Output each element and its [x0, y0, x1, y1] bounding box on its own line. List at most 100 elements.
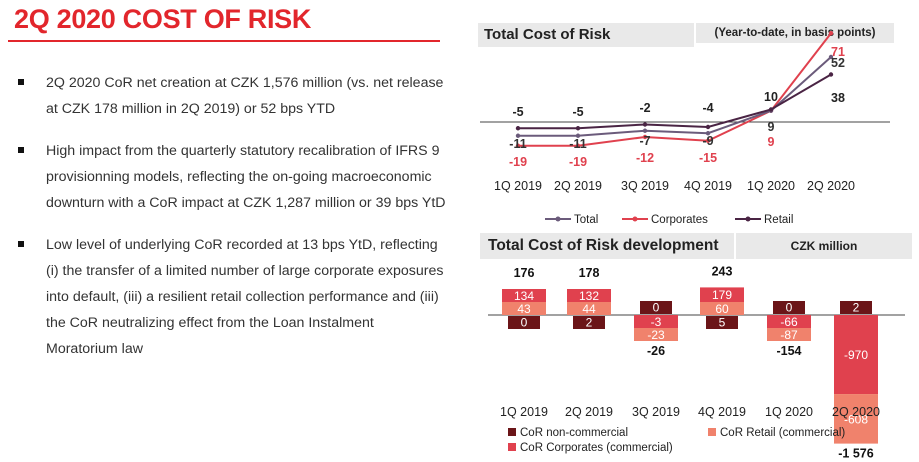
bar-chart-title: Total Cost of Risk development — [480, 233, 734, 259]
line-legend-label: Corporates — [651, 214, 708, 226]
bar-segment-non-commercial — [706, 316, 738, 329]
bar-segment-label: -3 — [651, 315, 662, 329]
bar-segment-corporates — [567, 289, 611, 302]
line-series-corporates — [518, 32, 832, 147]
bar-segment-non-commercial — [773, 301, 805, 314]
line-series-total — [518, 56, 832, 137]
line-data-label: 10 — [764, 90, 778, 104]
bar-x-tick-label: 2Q 2020 — [832, 405, 880, 419]
bar-segment-label: 60 — [715, 302, 729, 316]
bar-segment-retail — [834, 394, 878, 444]
bar-legend-swatch — [508, 428, 516, 436]
line-data-label: -7 — [639, 134, 650, 148]
bar-segment-non-commercial — [573, 316, 605, 329]
line-chart-title-text: Total Cost of Risk — [484, 26, 611, 43]
line-data-label: -15 — [699, 151, 717, 165]
title-underline — [8, 40, 440, 42]
line-chart-subtitle-text: (Year-to-date, in basis points) — [714, 27, 876, 39]
bar-segment-label: 0 — [786, 301, 793, 315]
bar-segment-label: 0 — [521, 316, 528, 330]
line-data-label: 9 — [768, 120, 775, 134]
bar-segment-corporates — [502, 289, 546, 302]
bar-total-label: 176 — [514, 266, 535, 280]
bar-segment-corporates — [634, 315, 678, 328]
line-data-label: -4 — [702, 101, 713, 115]
bar-segment-non-commercial — [840, 301, 872, 314]
line-point-total — [575, 133, 581, 138]
line-chart-subtitle: (Year-to-date, in basis points) — [696, 23, 894, 43]
line-point-corporates — [705, 138, 711, 143]
bar-segment-non-commercial — [640, 301, 672, 314]
bullet-text: High impact from the quarterly statutory… — [46, 143, 446, 211]
line-point-total — [828, 54, 834, 60]
bar-chart-title-text: Total Cost of Risk development — [488, 237, 719, 254]
line-point-retail — [575, 126, 581, 131]
bar-chart-subtitle: CZK million — [736, 233, 912, 259]
line-data-label: 52 — [831, 56, 845, 70]
line-point-retail — [828, 72, 834, 77]
bar-segment-retail — [634, 328, 678, 341]
line-point-corporates — [515, 143, 521, 148]
bullet-list: 2Q 2020 CoR net creation at CZK 1,576 mi… — [18, 70, 448, 378]
bullet-square-icon — [18, 79, 24, 85]
bar-segment-label: -66 — [780, 315, 798, 329]
bar-total-label: 243 — [712, 264, 733, 278]
bar-segment-label: 134 — [514, 289, 534, 303]
page-title: 2Q 2020 COST OF RISK — [14, 4, 312, 34]
bar-segment-label: -23 — [647, 328, 665, 342]
bullet-text: Low level of underlying CoR recorded at … — [46, 237, 444, 357]
bullet-text: 2Q 2020 CoR net creation at CZK 1,576 mi… — [46, 75, 444, 117]
bar-segment-retail — [502, 302, 546, 315]
line-legend-label: Total — [574, 214, 598, 226]
bullet-item: 2Q 2020 CoR net creation at CZK 1,576 mi… — [18, 70, 448, 122]
line-data-label: 38 — [831, 91, 845, 105]
line-x-tick-label: 3Q 2019 — [621, 179, 669, 193]
line-point-total — [642, 128, 648, 133]
bar-segment-label: -608 — [844, 412, 868, 426]
bullet-square-icon — [18, 241, 24, 247]
line-data-label: 9 — [768, 135, 775, 149]
line-data-label: -12 — [636, 151, 654, 165]
line-x-tick-label: 2Q 2020 — [807, 179, 855, 193]
line-point-retail — [705, 124, 711, 130]
bar-segment-label: 2 — [853, 301, 860, 315]
bar-segment-corporates — [834, 315, 878, 395]
line-data-label: -5 — [512, 105, 523, 119]
bar-segment-corporates — [767, 315, 811, 328]
bar-x-tick-label: 2Q 2019 — [565, 405, 613, 419]
line-data-label: -11 — [509, 137, 526, 151]
bar-x-tick-label: 1Q 2020 — [765, 405, 813, 419]
bar-segment-retail — [567, 302, 611, 315]
bar-legend-label: CoR Retail (commercial) — [720, 427, 845, 439]
line-data-label: -2 — [639, 101, 650, 115]
line-legend-marker — [555, 216, 561, 222]
bar-total-label: -154 — [776, 344, 801, 358]
bar-legend-swatch — [708, 428, 716, 436]
bar-segment-label: 5 — [719, 316, 726, 330]
bar-segment-label: 2 — [586, 316, 593, 330]
bar-total-label: 178 — [579, 266, 600, 280]
line-x-tick-label: 1Q 2020 — [747, 179, 795, 193]
line-point-total — [705, 131, 711, 136]
bullet-item: Low level of underlying CoR recorded at … — [18, 232, 448, 362]
line-data-label: -19 — [509, 155, 527, 169]
bar-legend-label: CoR Corporates (commercial) — [520, 442, 673, 454]
line-point-retail — [515, 126, 521, 131]
line-legend-marker — [745, 216, 751, 222]
line-x-tick-label: 4Q 2019 — [684, 179, 732, 193]
bar-total-label: -1 576 — [838, 447, 873, 461]
bar-x-tick-label: 4Q 2019 — [698, 405, 746, 419]
bullet-item: High impact from the quarterly statutory… — [18, 138, 448, 216]
bar-chart-subtitle-text: CZK million — [790, 239, 858, 253]
bar-segment-label: 179 — [712, 288, 732, 302]
bar-segment-retail — [767, 328, 811, 341]
line-point-corporates — [642, 134, 648, 140]
line-data-label: 71 — [831, 45, 845, 59]
line-point-retail — [642, 122, 648, 127]
bar-legend-swatch — [508, 443, 516, 451]
bar-segment-label: 43 — [517, 302, 531, 316]
bar-x-tick-label: 3Q 2019 — [632, 405, 680, 419]
bar-segment-label: 0 — [653, 301, 660, 315]
line-legend-marker — [632, 216, 638, 222]
